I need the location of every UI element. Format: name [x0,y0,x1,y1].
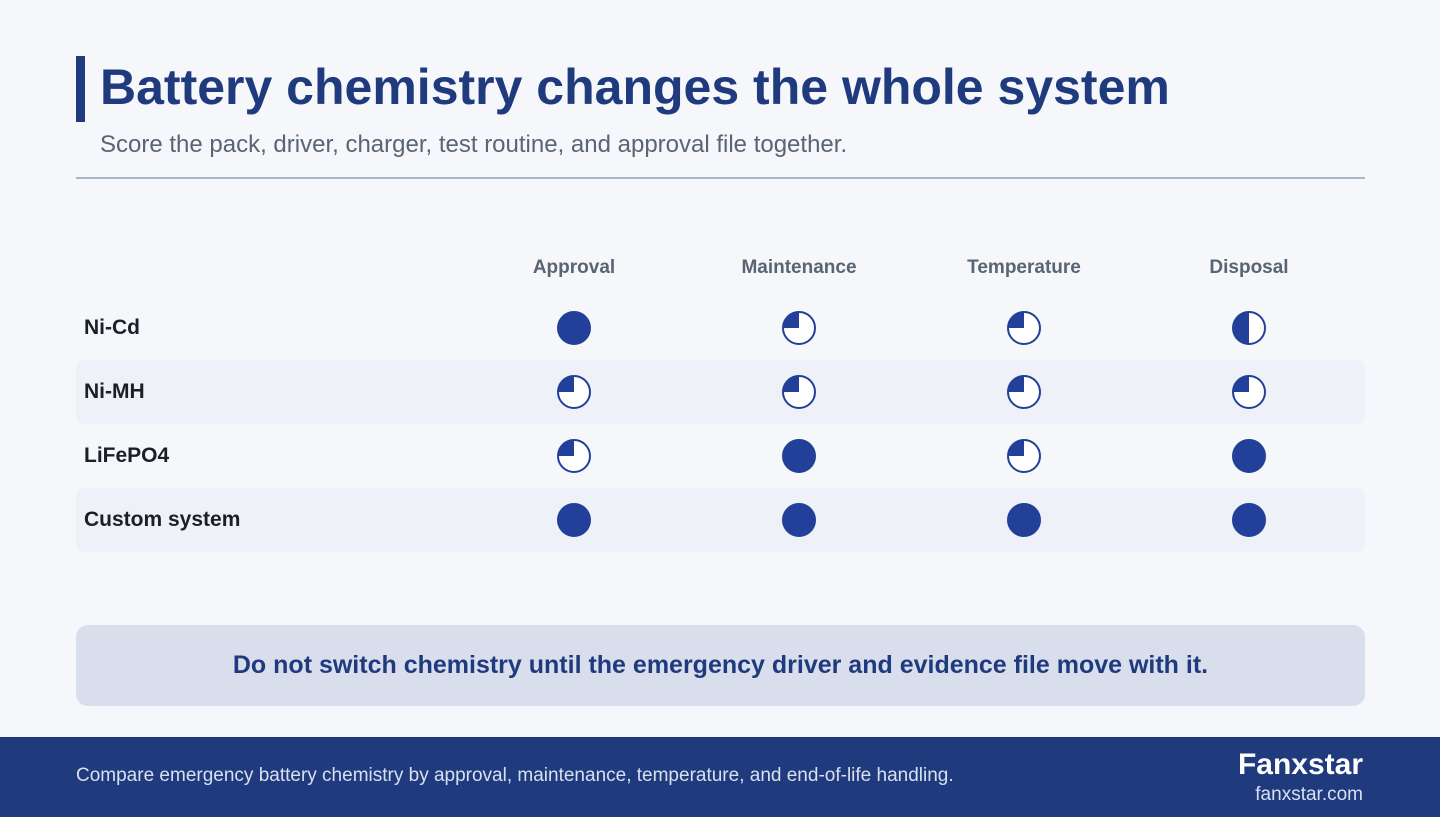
header-divider [76,177,1365,179]
harvey-ball-icon [781,438,817,474]
row-label: Ni-Cd [84,316,140,339]
footer-caption: Compare emergency battery chemistry by a… [76,765,954,786]
harvey-ball-icon [781,310,817,346]
brand-name: Fanxstar [1237,748,1363,781]
brand-url: fanxstar.com [1255,784,1363,805]
column-header-disposal: Disposal [1209,257,1289,278]
harvey-ball-icon [556,310,592,346]
harvey-ball-icon [1006,502,1042,538]
table-row: LiFePO4 [76,424,1365,488]
row-label: Custom system [84,508,241,531]
harvey-ball-icon [1006,310,1042,346]
harvey-ball-icon [1006,438,1042,474]
harvey-ball-icon [556,438,592,474]
harvey-ball-icon [781,502,817,538]
callout-banner: Do not switch chemistry until the emerge… [76,625,1365,706]
table-row: Ni-Cd [76,296,1365,360]
harvey-ball-icon [1231,502,1267,538]
harvey-ball-icon [781,374,817,410]
harvey-ball-icon [1231,310,1267,346]
page-title: Battery chemistry changes the whole syst… [100,59,1170,115]
harvey-ball-icon [556,374,592,410]
harvey-ball-icon [556,502,592,538]
table-row: Ni-MH [76,360,1365,424]
harvey-ball-icon [1231,374,1267,410]
column-header-maintenance: Maintenance [741,257,857,278]
column-header-temperature: Temperature [967,257,1081,278]
footer: Compare emergency battery chemistry by a… [0,737,1440,817]
row-label: LiFePO4 [84,444,170,467]
harvey-ball-icon [1006,374,1042,410]
page-subtitle: Score the pack, driver, charger, test ro… [100,131,848,158]
column-header-approval: Approval [532,257,616,278]
title-accent-bar [76,56,85,122]
row-label: Ni-MH [84,380,145,403]
harvey-ball-icon [1231,438,1267,474]
table-row: Custom system [76,488,1365,552]
